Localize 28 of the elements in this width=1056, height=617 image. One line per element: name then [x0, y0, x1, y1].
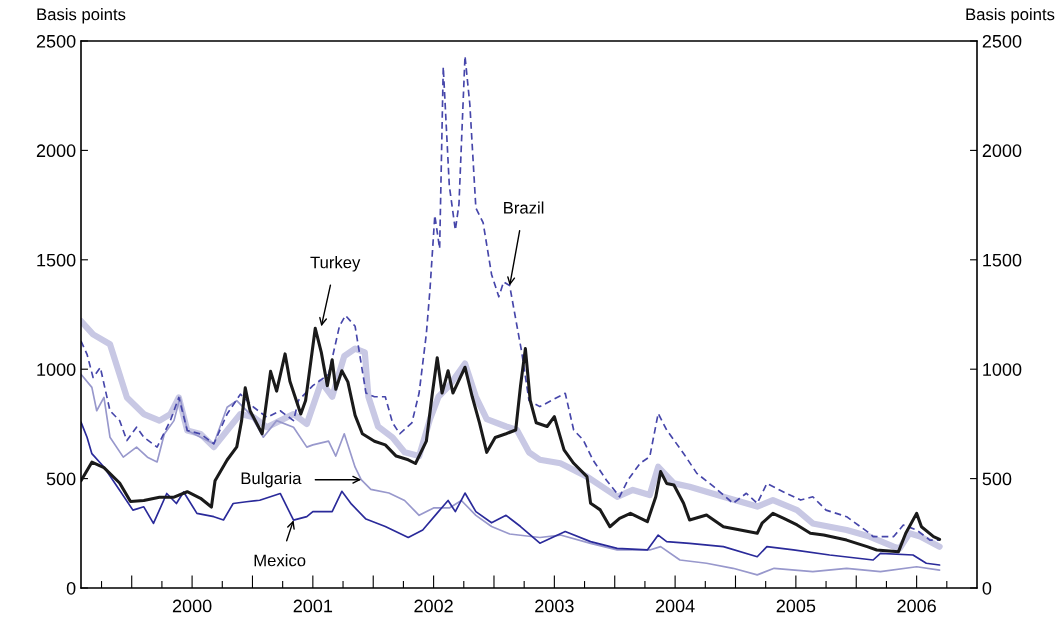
y2-tick-label: 2000 [982, 144, 1022, 158]
annotation: Bulgaria [241, 471, 302, 488]
y2-tick-label: 2500 [982, 34, 1022, 48]
x-tick-label: 2005 [776, 599, 816, 613]
x-tick-label: 2002 [414, 599, 453, 613]
line-series [81, 421, 941, 566]
y-tick-label: 500 [46, 472, 76, 486]
y2-tick-label: 1000 [983, 363, 1022, 376]
y-tick-label: 1000 [37, 363, 76, 376]
x-tick-label: 2003 [535, 599, 574, 613]
x-tick-label: 2006 [897, 599, 936, 613]
y-tick-label: 2000 [36, 144, 76, 158]
y-tick-label: 1500 [37, 253, 76, 267]
line-series [81, 373, 941, 576]
y2-tick-label: 1500 [983, 253, 1022, 267]
line-series [81, 55, 941, 541]
y2-axis-title: Basis points [966, 8, 1055, 24]
annotation: Turkey [310, 256, 361, 272]
y2-tick-label: 0 [982, 581, 992, 595]
x-tick-label: 2001 [293, 599, 333, 613]
x-tick-label: 2004 [655, 599, 695, 613]
y2-tick-label: 500 [982, 472, 1012, 486]
x-tick-label: 2000 [172, 599, 212, 613]
y-tick-label: 0 [66, 581, 76, 595]
y-tick-label: 2500 [36, 34, 76, 48]
annotation: Mexico [254, 554, 306, 567]
annotation: Brazil [504, 201, 544, 214]
y-axis-title: Basis points [37, 8, 126, 24]
